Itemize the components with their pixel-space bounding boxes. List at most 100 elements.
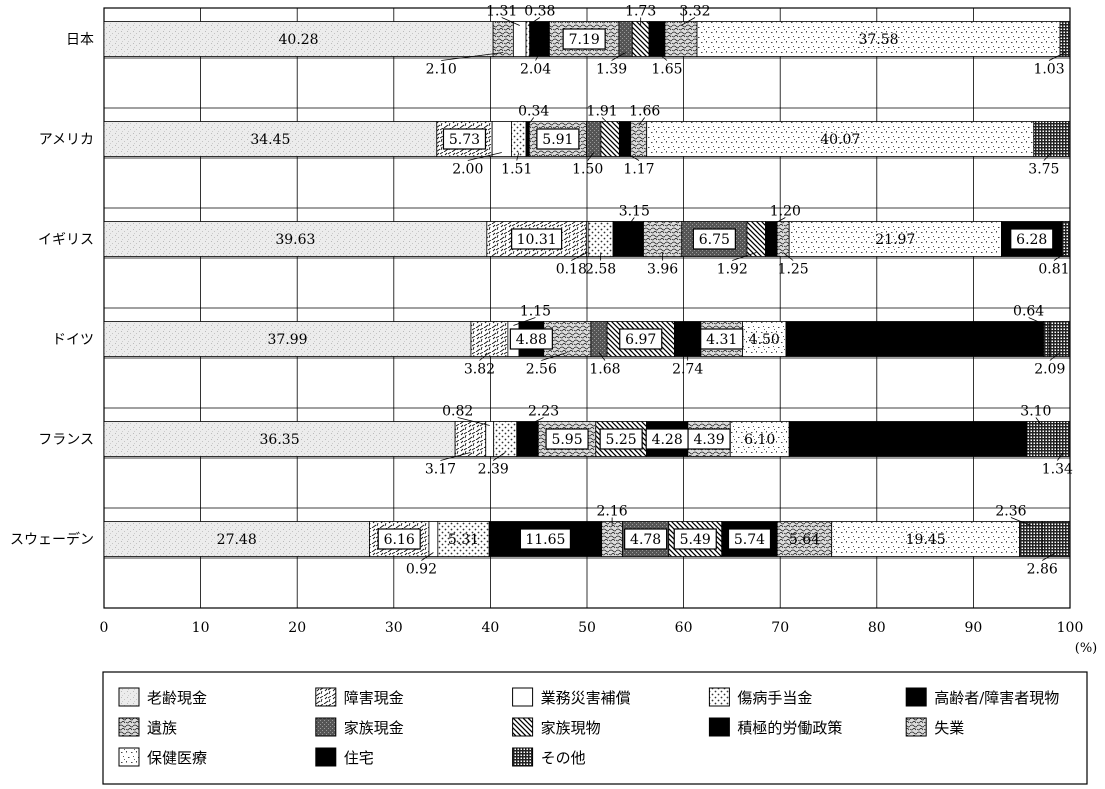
bar-segment	[600, 121, 620, 157]
bar-segment	[630, 121, 648, 157]
leader-line	[656, 52, 668, 61]
bar-segment	[1026, 421, 1058, 457]
leader-line	[1057, 452, 1064, 461]
bar-segment	[643, 221, 683, 257]
value-label: 3.75	[1028, 162, 1059, 178]
legend-label: 住宅	[344, 749, 374, 767]
value-label: 1.66	[629, 104, 660, 120]
x-tick-label: 20	[288, 620, 306, 636]
legend-swatch	[708, 717, 730, 737]
x-tick-label: 90	[964, 620, 982, 636]
value-label: 19.45	[906, 532, 946, 548]
value-label: 2.86	[1027, 562, 1058, 578]
value-label: 5.31	[448, 532, 479, 548]
bar-segment	[493, 421, 518, 457]
value-label-box	[509, 328, 553, 350]
value-label: 2.74	[672, 362, 703, 378]
value-label-box	[700, 328, 744, 350]
value-label: 40.28	[279, 32, 319, 48]
value-label: 34.45	[250, 132, 290, 148]
value-label-box	[692, 228, 736, 250]
leader-line	[732, 252, 757, 261]
value-label: 5.25	[606, 432, 637, 448]
value-label-box	[377, 528, 421, 550]
legend-swatch	[118, 717, 140, 737]
value-label: 37.99	[267, 332, 307, 348]
leader-line	[782, 252, 794, 261]
value-label: 6.16	[384, 532, 415, 548]
value-label: 4.50	[749, 332, 780, 348]
legend-label: 高齢者/障害者現物	[934, 689, 1059, 707]
bar-segment	[103, 121, 438, 157]
bars-layer	[103, 21, 1071, 557]
bar-segment	[590, 321, 608, 357]
value-label: 4.31	[706, 332, 737, 348]
leader-line	[601, 117, 611, 126]
value-label: 1.34	[1042, 462, 1073, 478]
leader-line	[467, 152, 502, 161]
bar-segment	[511, 121, 527, 157]
category-label: アメリカ	[39, 132, 94, 148]
legend-label: 老齢現金	[147, 689, 207, 707]
value-label: 2.16	[597, 504, 628, 520]
value-label-box	[599, 428, 643, 450]
leader-line	[771, 217, 786, 226]
bar-segment	[1043, 321, 1051, 357]
leader-line	[571, 252, 588, 261]
bar-segment	[831, 521, 1020, 557]
bar-segment	[776, 521, 833, 557]
value-label-box	[624, 528, 668, 550]
leader-line	[421, 552, 434, 561]
legend-swatch	[512, 747, 534, 767]
legend-swatch	[315, 687, 337, 707]
category-label: スウェーデン	[10, 531, 94, 548]
bar-segment	[696, 21, 1061, 57]
bar-segment	[103, 321, 472, 357]
bar-segment	[428, 521, 439, 557]
bar-segment	[1061, 221, 1071, 257]
value-label: 24.61	[888, 432, 928, 448]
value-label: 4.78	[630, 532, 661, 548]
value-label: 3.82	[464, 362, 495, 378]
value-label: 40.07	[820, 132, 860, 148]
category-label: フランス	[38, 432, 94, 448]
bar-segment	[1059, 21, 1071, 57]
x-tick-label: 50	[578, 620, 596, 636]
leader-line	[527, 417, 544, 426]
value-label: 1.15	[520, 304, 551, 320]
value-label-box	[519, 528, 572, 550]
value-label: 3.17	[425, 462, 456, 478]
bar-segment	[437, 521, 490, 557]
bar-segment	[664, 21, 698, 57]
x-tick-label: 30	[385, 620, 403, 636]
legend-label: 業務災害補償	[541, 689, 631, 707]
leader-line	[1028, 317, 1047, 326]
bar-segment	[1049, 321, 1071, 357]
value-label: 1.73	[625, 4, 656, 20]
value-label-box	[1010, 228, 1054, 250]
value-label: 2.00	[452, 162, 483, 178]
value-label-box	[545, 428, 589, 450]
legend-label: 家族現金	[344, 719, 404, 737]
value-label: 4.88	[516, 332, 547, 348]
value-label: 6.28	[1016, 232, 1047, 248]
leader-line	[535, 52, 540, 61]
leader-line	[513, 317, 536, 326]
leader-line	[1053, 252, 1067, 261]
value-label-box	[727, 528, 772, 550]
value-label: 1.03	[1033, 62, 1064, 78]
value-label: 0.81	[1038, 262, 1069, 278]
value-label-box	[511, 228, 563, 250]
bar-segment	[103, 221, 488, 257]
value-label: 2.10	[426, 62, 457, 78]
category-label: 日本	[66, 32, 94, 48]
value-label: 7.19	[569, 32, 600, 48]
bar-segment	[103, 521, 370, 557]
bar-segment	[1033, 121, 1071, 157]
value-label-box	[619, 328, 663, 350]
value-label: 1.65	[651, 62, 682, 78]
leader-line	[440, 452, 471, 461]
leader-line	[479, 352, 490, 361]
value-label: 3.15	[619, 204, 650, 220]
leader-line	[516, 152, 520, 161]
